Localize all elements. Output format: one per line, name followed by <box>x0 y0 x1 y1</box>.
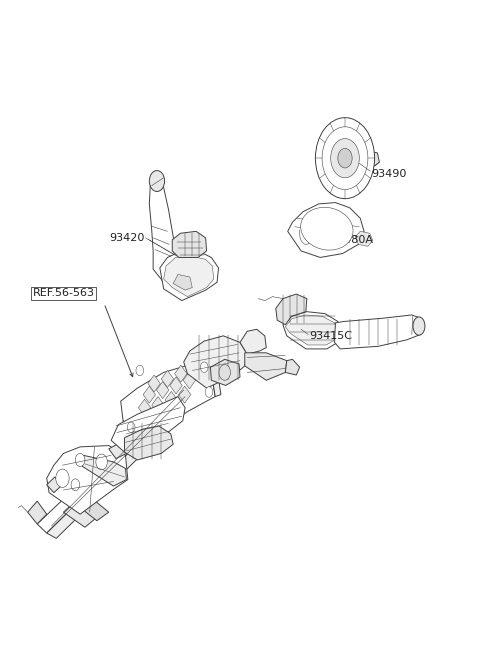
Polygon shape <box>240 329 266 354</box>
Polygon shape <box>148 375 160 392</box>
Polygon shape <box>172 232 206 257</box>
Circle shape <box>71 479 80 491</box>
Polygon shape <box>149 178 177 281</box>
Polygon shape <box>356 232 372 247</box>
Circle shape <box>331 138 360 178</box>
Circle shape <box>322 127 368 190</box>
Polygon shape <box>37 388 183 533</box>
Polygon shape <box>175 365 187 382</box>
Polygon shape <box>173 274 192 290</box>
Polygon shape <box>156 382 169 399</box>
Polygon shape <box>164 256 214 297</box>
Polygon shape <box>183 372 196 389</box>
Polygon shape <box>184 336 247 388</box>
Circle shape <box>315 117 374 199</box>
Circle shape <box>219 365 230 380</box>
Polygon shape <box>123 420 147 451</box>
Polygon shape <box>245 353 287 380</box>
Polygon shape <box>138 400 151 416</box>
Text: 93490: 93490 <box>371 169 407 180</box>
Text: 93420: 93420 <box>109 233 144 243</box>
Text: 93415C: 93415C <box>309 331 352 341</box>
Polygon shape <box>288 203 364 257</box>
Polygon shape <box>47 445 128 514</box>
Polygon shape <box>360 150 379 166</box>
Circle shape <box>75 453 85 466</box>
Polygon shape <box>211 369 221 397</box>
Ellipse shape <box>413 317 425 335</box>
Polygon shape <box>28 501 47 524</box>
Polygon shape <box>161 371 174 388</box>
Circle shape <box>56 469 69 487</box>
Ellipse shape <box>300 207 353 250</box>
Polygon shape <box>120 364 215 439</box>
Circle shape <box>338 148 352 168</box>
Circle shape <box>149 171 165 192</box>
Polygon shape <box>283 312 341 349</box>
Polygon shape <box>47 400 192 539</box>
Text: 93480A: 93480A <box>331 235 373 245</box>
Circle shape <box>205 387 213 398</box>
Polygon shape <box>111 397 185 452</box>
Polygon shape <box>165 392 178 408</box>
Polygon shape <box>335 315 422 349</box>
Polygon shape <box>83 455 126 486</box>
Polygon shape <box>160 251 218 300</box>
Polygon shape <box>319 161 338 179</box>
Text: REF.56-563: REF.56-563 <box>33 289 95 298</box>
Circle shape <box>96 454 108 470</box>
Circle shape <box>200 362 208 373</box>
Polygon shape <box>152 397 164 413</box>
Polygon shape <box>285 359 300 375</box>
Polygon shape <box>285 315 338 345</box>
Circle shape <box>136 365 144 376</box>
Polygon shape <box>160 259 183 290</box>
Polygon shape <box>143 386 156 403</box>
Polygon shape <box>124 426 173 460</box>
Polygon shape <box>78 497 109 521</box>
Polygon shape <box>210 359 240 386</box>
Polygon shape <box>170 377 182 394</box>
Polygon shape <box>47 477 61 493</box>
Polygon shape <box>276 294 307 325</box>
Circle shape <box>127 422 135 432</box>
Polygon shape <box>179 386 191 403</box>
Polygon shape <box>63 501 97 527</box>
Polygon shape <box>109 442 126 459</box>
